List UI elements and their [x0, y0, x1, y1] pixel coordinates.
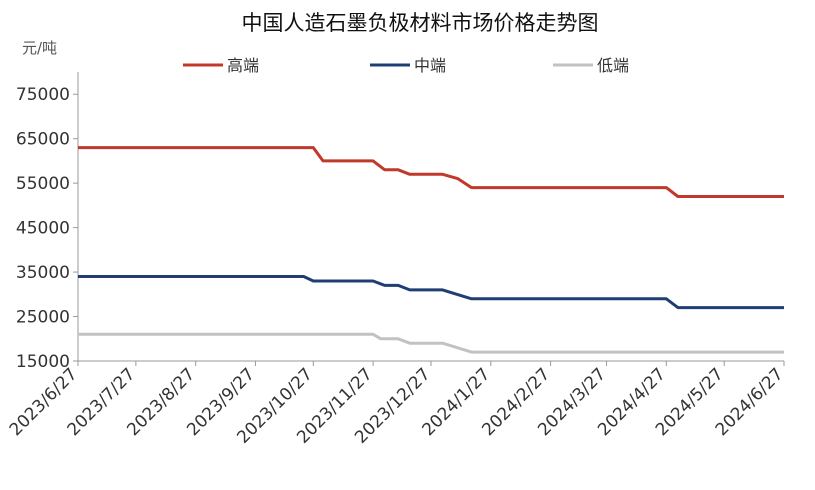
y-tick-label: 45000: [16, 219, 70, 239]
x-axis: 2023/6/272023/7/272023/8/272023/9/272023…: [6, 360, 788, 448]
y-axis-unit-label: 元/吨: [22, 39, 57, 57]
legend: 高端 中端 低端: [183, 56, 629, 75]
legend-label: 低端: [597, 56, 629, 75]
legend-label: 中端: [414, 56, 446, 75]
y-tick-label: 55000: [16, 174, 70, 194]
y-tick-label: 65000: [16, 130, 70, 150]
y-axis: 15000 25000 35000 45000 55000 65000 75000: [16, 72, 79, 372]
y-tick-label: 35000: [16, 263, 70, 283]
chart-title: 中国人造石墨负极材料市场价格走势图: [242, 11, 599, 35]
series-line-中端: [78, 275, 784, 310]
plot-area: [78, 146, 784, 354]
y-tick-label: 75000: [16, 85, 70, 105]
series-line-高端: [78, 146, 784, 198]
series-line-低端: [78, 332, 784, 354]
y-tick-label: 25000: [16, 308, 70, 328]
y-tick-label: 15000: [16, 352, 70, 372]
legend-label: 高端: [227, 56, 259, 75]
